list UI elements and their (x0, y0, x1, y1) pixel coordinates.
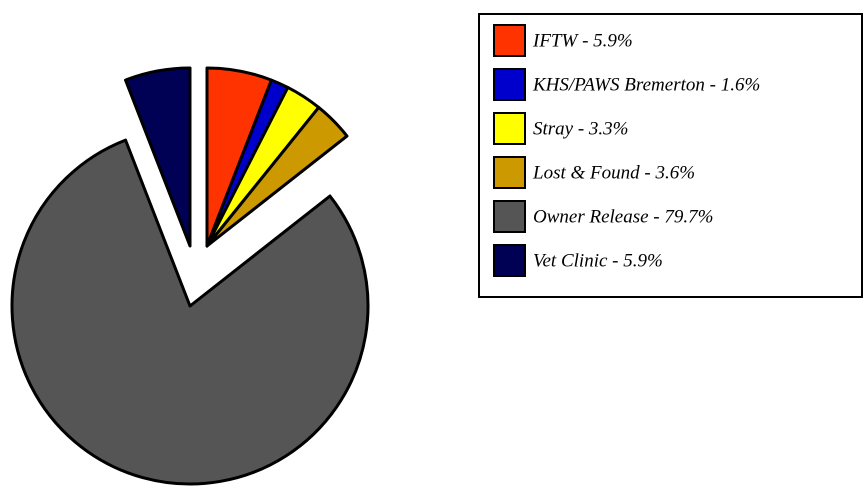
pie-slice (10, 138, 370, 486)
legend-swatch (493, 200, 526, 233)
legend-swatch (493, 244, 526, 277)
legend-swatch (493, 24, 526, 57)
legend-swatch (493, 68, 526, 101)
pie-slice (124, 66, 192, 248)
legend-label: Vet Clinic - 5.9% (533, 250, 663, 271)
legend-box (478, 13, 863, 298)
legend-swatch (493, 156, 526, 189)
legend-swatch (493, 112, 526, 145)
legend-label: Lost & Found - 3.6% (532, 162, 695, 183)
legend-label: Owner Release - 79.7% (533, 206, 713, 227)
legend-label: IFTW - 5.9% (532, 30, 633, 51)
legend-label: Stray - 3.3% (533, 118, 629, 139)
pie-slice (205, 105, 349, 248)
legend-label: KHS/PAWS Bremerton - 1.6% (532, 74, 760, 95)
